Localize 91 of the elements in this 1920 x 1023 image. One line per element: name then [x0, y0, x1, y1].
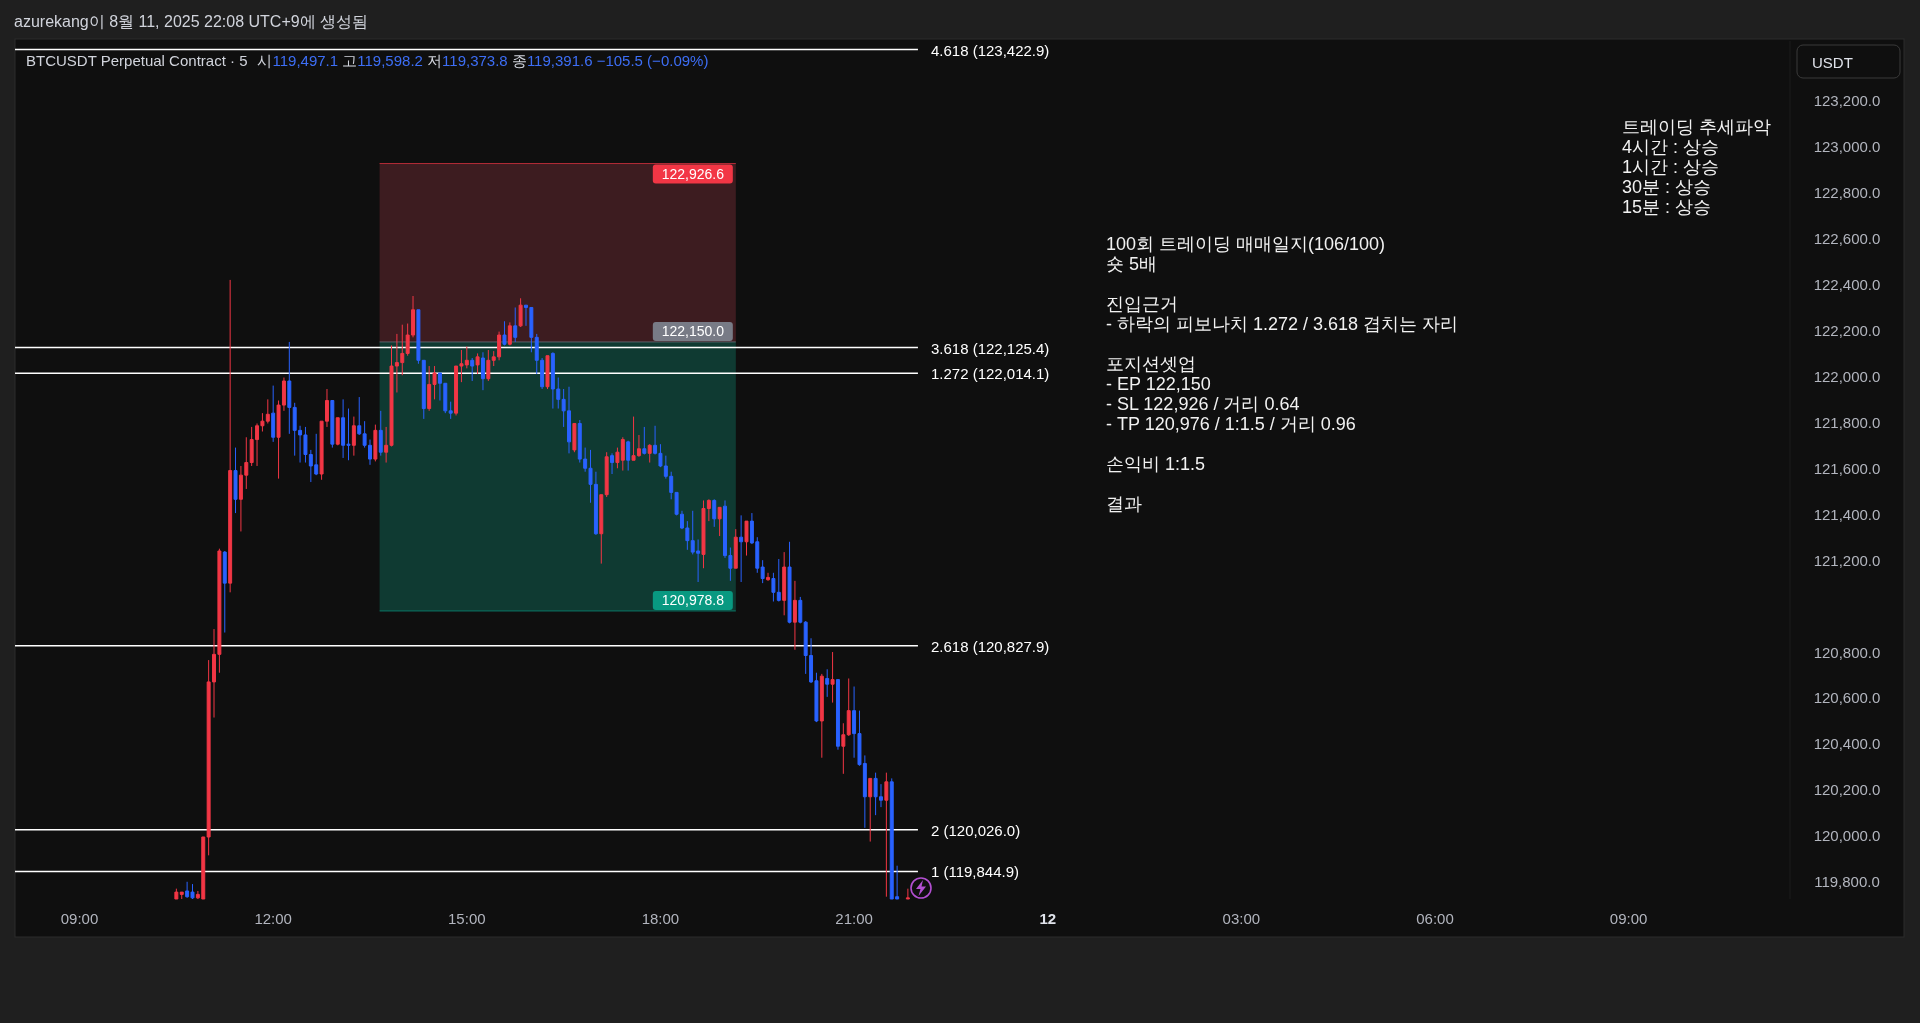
- candlestick: [830, 651, 835, 704]
- candlestick: [271, 385, 276, 443]
- candlestick: [373, 424, 378, 462]
- candlestick: [475, 352, 480, 375]
- candlestick: [733, 528, 738, 569]
- y-tick-label: 121,800.0: [1813, 413, 1881, 431]
- candlestick: [486, 349, 491, 382]
- x-tick-label: 15:00: [448, 909, 486, 927]
- candlestick: [884, 772, 889, 898]
- candlestick: [179, 891, 184, 900]
- candlestick: [287, 341, 292, 435]
- x-tick-label: 12:00: [254, 909, 292, 927]
- ref-line-label: 4.618 (123,422.9): [930, 41, 1050, 59]
- text: azurekang이 8월 11, 2025 22:08 UTC+9에 생성됨: [14, 12, 369, 30]
- y-tick-label: 123,000.0: [1813, 138, 1881, 156]
- y-tick-label: 121,400.0: [1813, 505, 1881, 523]
- candlestick: [480, 351, 485, 391]
- y-tick-label: 120,800.0: [1813, 643, 1881, 661]
- y-tick-label: 122,200.0: [1813, 321, 1881, 339]
- x-tick-label: 06:00: [1416, 909, 1454, 927]
- candlestick: [841, 722, 846, 775]
- y-tick-label: 120,600.0: [1813, 689, 1881, 707]
- y-tick-label: 119,800.0: [1814, 873, 1880, 891]
- x-tick-label: 12: [1039, 909, 1057, 927]
- candlestick: [792, 580, 797, 651]
- candlestick: [572, 422, 577, 453]
- ref-line-label: 122,926.6: [661, 166, 725, 183]
- candlestick: [604, 451, 609, 498]
- y-tick-label: 121,200.0: [1813, 551, 1881, 569]
- currency-button: USDT: [1796, 44, 1901, 79]
- candlestick: [507, 321, 512, 346]
- candlestick: [626, 440, 631, 472]
- candlestick: [642, 426, 647, 455]
- ref-line-label: 1 (119,844.9): [930, 862, 1020, 880]
- ref-line-label: 1.272 (122,014.1): [930, 364, 1050, 382]
- candlestick: [228, 279, 233, 593]
- candlestick: [717, 506, 722, 537]
- candlestick: [787, 541, 792, 624]
- candlestick: [868, 777, 873, 843]
- candlestick: [330, 400, 335, 449]
- candlestick: [610, 452, 615, 475]
- candlestick: [835, 679, 840, 751]
- candlestick: [502, 320, 507, 346]
- candlestick: [174, 888, 179, 900]
- candlestick: [766, 572, 771, 582]
- y-axis-title: USDT: [1812, 53, 1853, 71]
- y-tick-label: 122,000.0: [1813, 367, 1881, 385]
- candlestick: [647, 443, 652, 464]
- candlestick: [739, 514, 744, 583]
- ref-line-label: 120,978.8: [661, 592, 725, 609]
- annotation: 트레이딩 추세파악 4시간 : 상승 1시간 : 상승 30분 : 상승 15분 : 상승: [1622, 117, 1772, 217]
- candlestick: [760, 559, 765, 584]
- ref-line-label: 2 (120,026.0): [930, 821, 1021, 839]
- x-tick-label: 18:00: [641, 909, 680, 927]
- candlestick: [378, 410, 383, 457]
- candlestick: [545, 355, 550, 390]
- candlestick: [518, 297, 523, 328]
- candlestick: [798, 596, 803, 624]
- x-tick-label: 09:00: [60, 909, 99, 927]
- y-tick-label: 122,400.0: [1813, 276, 1881, 293]
- y-tick-label: 122,600.0: [1813, 230, 1881, 248]
- candlestick: [599, 494, 604, 565]
- candlestick: [351, 416, 356, 457]
- y-tick-label: 120,200.0: [1813, 781, 1881, 799]
- candlestick: [846, 677, 851, 737]
- y-tick-label: 122,800.0: [1813, 184, 1881, 202]
- candlestick: [825, 668, 830, 698]
- candlestick: [470, 357, 475, 382]
- candlestick: [222, 550, 227, 634]
- ref-line-label: 2.618 (120,827.9): [930, 637, 1050, 655]
- y-tick-label: 120,400.0: [1813, 735, 1881, 753]
- y-tick-label: 120,000.0: [1813, 827, 1881, 845]
- candlestick: [448, 401, 453, 420]
- candlestick: [905, 888, 910, 900]
- candlestick: [744, 520, 749, 557]
- candlestick: [513, 306, 518, 343]
- x-tick-label: 21:00: [835, 909, 873, 927]
- ref-line-label: 122,150.0: [661, 323, 725, 340]
- text: 시119,497.1 고119,598.2 저119,373.8 종119,391.6 −105.5 (−0.09%): [257, 51, 709, 69]
- ref-line-label: 3.618 (122,125.4): [930, 339, 1050, 357]
- y-tick-label: 121,600.0: [1813, 459, 1881, 477]
- candlestick: [233, 447, 238, 514]
- candlestick: [335, 417, 340, 446]
- y-tick-label: 123,200.0: [1813, 92, 1881, 110]
- candlestick: [819, 673, 824, 759]
- x-tick-label: 09:00: [1609, 909, 1648, 927]
- candlestick: [782, 551, 787, 616]
- text: 100회 트레이딩 매매일지(106/100) 숏 5배 진입근거 - 하락의 피보나치 1.272 / 3.618 겹치는 자리 포지션셋업 - EP 122,150 - SL 122,926 / 거리 0.64 - TP 120,976 / 1:1.5 / 거리 0.96 손익비 1:1.5 결과: [1106, 234, 1459, 514]
- x-tick-label: 03:00: [1222, 909, 1261, 927]
- candlestick: [712, 498, 717, 528]
- text: BTCUSDT Perpetual Contract · 5: [26, 51, 248, 69]
